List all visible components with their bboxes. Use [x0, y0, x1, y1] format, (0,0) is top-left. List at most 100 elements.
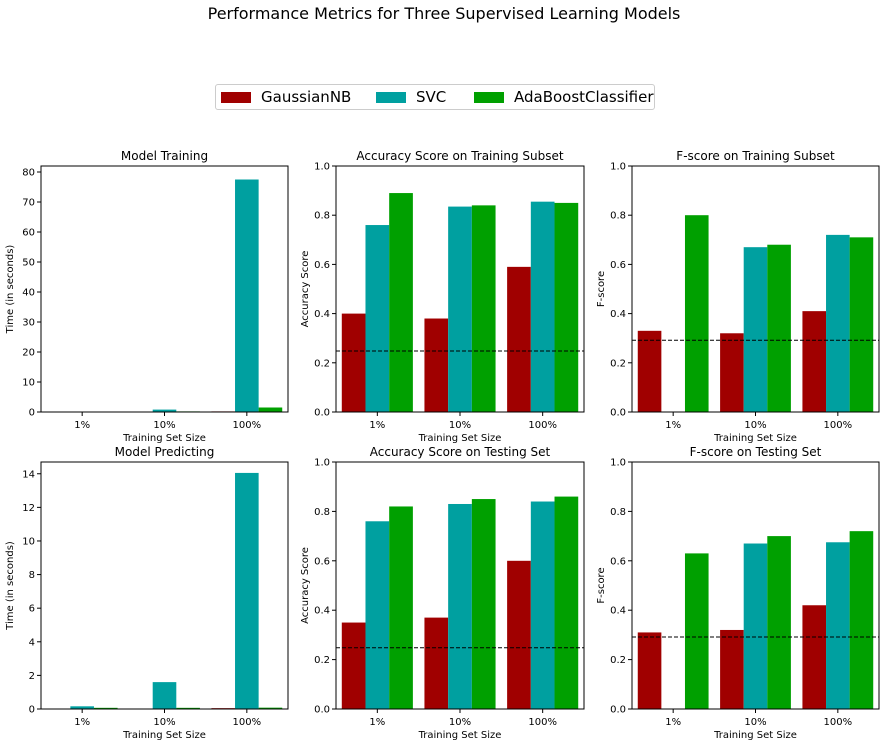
subplot-title: Accuracy Score on Testing Set — [370, 445, 551, 459]
bar-svc-0 — [70, 706, 94, 709]
y-tick-label: 14 — [22, 469, 35, 480]
y-tick-label: 70 — [22, 198, 35, 209]
y-tick-label: 40 — [22, 288, 35, 299]
x-axis-label: Training Set Size — [713, 433, 797, 444]
y-tick-label: 0.6 — [610, 260, 626, 271]
bar-gaussiannb-0 — [341, 313, 366, 412]
y-tick-label: 6 — [29, 604, 35, 615]
y-tick-label: 60 — [22, 228, 35, 239]
bar-svc-2 — [530, 201, 555, 412]
bar-gaussiannb-0 — [637, 330, 662, 412]
x-tick-label: 10% — [153, 717, 175, 728]
bar-gaussiannb-0 — [341, 622, 366, 709]
y-tick-label: 0.2 — [610, 358, 626, 369]
bar-svc-2 — [826, 234, 850, 412]
bar-adaboostclassifier-1 — [176, 707, 200, 709]
x-axis-label: Training Set Size — [418, 730, 502, 741]
bar-adaboostclassifier-2 — [258, 407, 283, 412]
y-tick-label: 0.6 — [314, 556, 330, 567]
y-axis-label: Accuracy Score — [300, 547, 311, 624]
y-tick-label: 0.0 — [314, 408, 330, 419]
y-tick-label: 0.2 — [314, 655, 330, 666]
x-tick-label: 10% — [153, 420, 175, 431]
legend-label-gaussiannb: GaussianNB — [261, 88, 352, 106]
bar-adaboostclassifier-2 — [554, 496, 579, 709]
y-tick-label: 10 — [22, 536, 35, 547]
bar-svc-2 — [530, 501, 555, 709]
y-tick-label: 0.0 — [610, 408, 626, 419]
x-tick-label: 10% — [449, 420, 471, 431]
x-tick-label: 1% — [369, 420, 385, 431]
y-tick-label: 1.0 — [610, 162, 626, 173]
bar-adaboostclassifier-0 — [684, 553, 709, 709]
bar-gaussiannb-2 — [802, 311, 827, 412]
bar-svc-1 — [743, 543, 768, 709]
y-tick-label: 0.4 — [610, 309, 626, 320]
y-tick-label: 0.0 — [610, 705, 626, 716]
bar-adaboostclassifier-0 — [389, 193, 413, 412]
y-tick-label: 80 — [22, 168, 35, 179]
x-tick-label: 1% — [665, 420, 681, 431]
y-tick-label: 1.0 — [610, 458, 626, 469]
y-tick-label: 12 — [22, 503, 35, 514]
legend-item-gaussiannb: GaussianNB — [221, 88, 351, 106]
x-tick-label: 1% — [369, 717, 385, 728]
y-tick-label: 50 — [22, 258, 35, 269]
y-tick-label: 0.8 — [610, 507, 626, 518]
legend-label-svc: SVC — [416, 88, 447, 106]
bar-gaussiannb-2 — [507, 266, 531, 412]
y-tick-label: 30 — [22, 318, 35, 329]
y-tick-label: 0.4 — [314, 309, 330, 320]
bar-svc-0 — [365, 225, 390, 412]
legend-item-svc: SVC — [376, 88, 446, 106]
x-tick-label: 10% — [744, 717, 766, 728]
y-tick-label: 1.0 — [314, 162, 330, 173]
y-axis-label: Accuracy Score — [300, 251, 311, 328]
bar-adaboostclassifier-2 — [554, 202, 579, 412]
y-tick-label: 0.0 — [314, 705, 330, 716]
y-axis-label: Time (in seconds) — [5, 541, 16, 631]
bar-adaboostclassifier-0 — [389, 506, 413, 709]
subplot-title: F-score on Testing Set — [690, 445, 822, 459]
bar-adaboostclassifier-2 — [849, 531, 874, 709]
bar-gaussiannb-0 — [637, 632, 662, 709]
legend-item-adaboost: AdaBoostClassifier — [474, 88, 654, 106]
x-tick-label: 1% — [74, 420, 90, 431]
bar-gaussiannb-1 — [720, 629, 744, 709]
y-tick-label: 0 — [29, 408, 35, 419]
x-axis-label: Training Set Size — [122, 730, 206, 741]
y-axis-label: Time (in seconds) — [5, 245, 16, 335]
y-tick-label: 10 — [22, 378, 35, 389]
y-tick-label: 20 — [22, 348, 35, 359]
bar-svc-1 — [448, 503, 472, 709]
legend-swatch-adaboost — [474, 91, 504, 103]
subplot-title: Model Training — [121, 149, 208, 163]
y-tick-label: 8 — [29, 570, 35, 581]
x-tick-label: 100% — [528, 717, 557, 728]
x-tick-label: 100% — [233, 717, 262, 728]
x-axis-label: Training Set Size — [418, 433, 502, 444]
bar-svc-1 — [152, 682, 177, 709]
subplot-title: Accuracy Score on Training Subset — [356, 149, 563, 163]
legend-swatch-svc — [376, 91, 406, 103]
bar-adaboostclassifier-2 — [258, 707, 283, 709]
legend: GaussianNB SVC AdaBoostClassifier — [215, 84, 655, 110]
legend-label-adaboost: AdaBoostClassifier — [514, 88, 654, 106]
bar-svc-1 — [743, 247, 768, 412]
x-tick-label: 100% — [824, 420, 853, 431]
x-tick-label: 100% — [824, 717, 853, 728]
subplot-title: F-score on Training Subset — [676, 149, 835, 163]
bar-adaboostclassifier-1 — [471, 205, 496, 412]
x-tick-label: 1% — [74, 717, 90, 728]
x-axis-label: Training Set Size — [713, 730, 797, 741]
y-tick-label: 0.8 — [314, 211, 330, 222]
bar-svc-2 — [235, 472, 259, 709]
y-tick-label: 0.8 — [314, 507, 330, 518]
bar-gaussiannb-1 — [424, 318, 449, 412]
y-tick-label: 0.4 — [610, 606, 626, 617]
x-axis-label: Training Set Size — [122, 433, 206, 444]
bar-gaussiannb-2 — [507, 560, 531, 709]
x-tick-label: 1% — [665, 717, 681, 728]
y-axis-label: F-score — [596, 567, 607, 603]
